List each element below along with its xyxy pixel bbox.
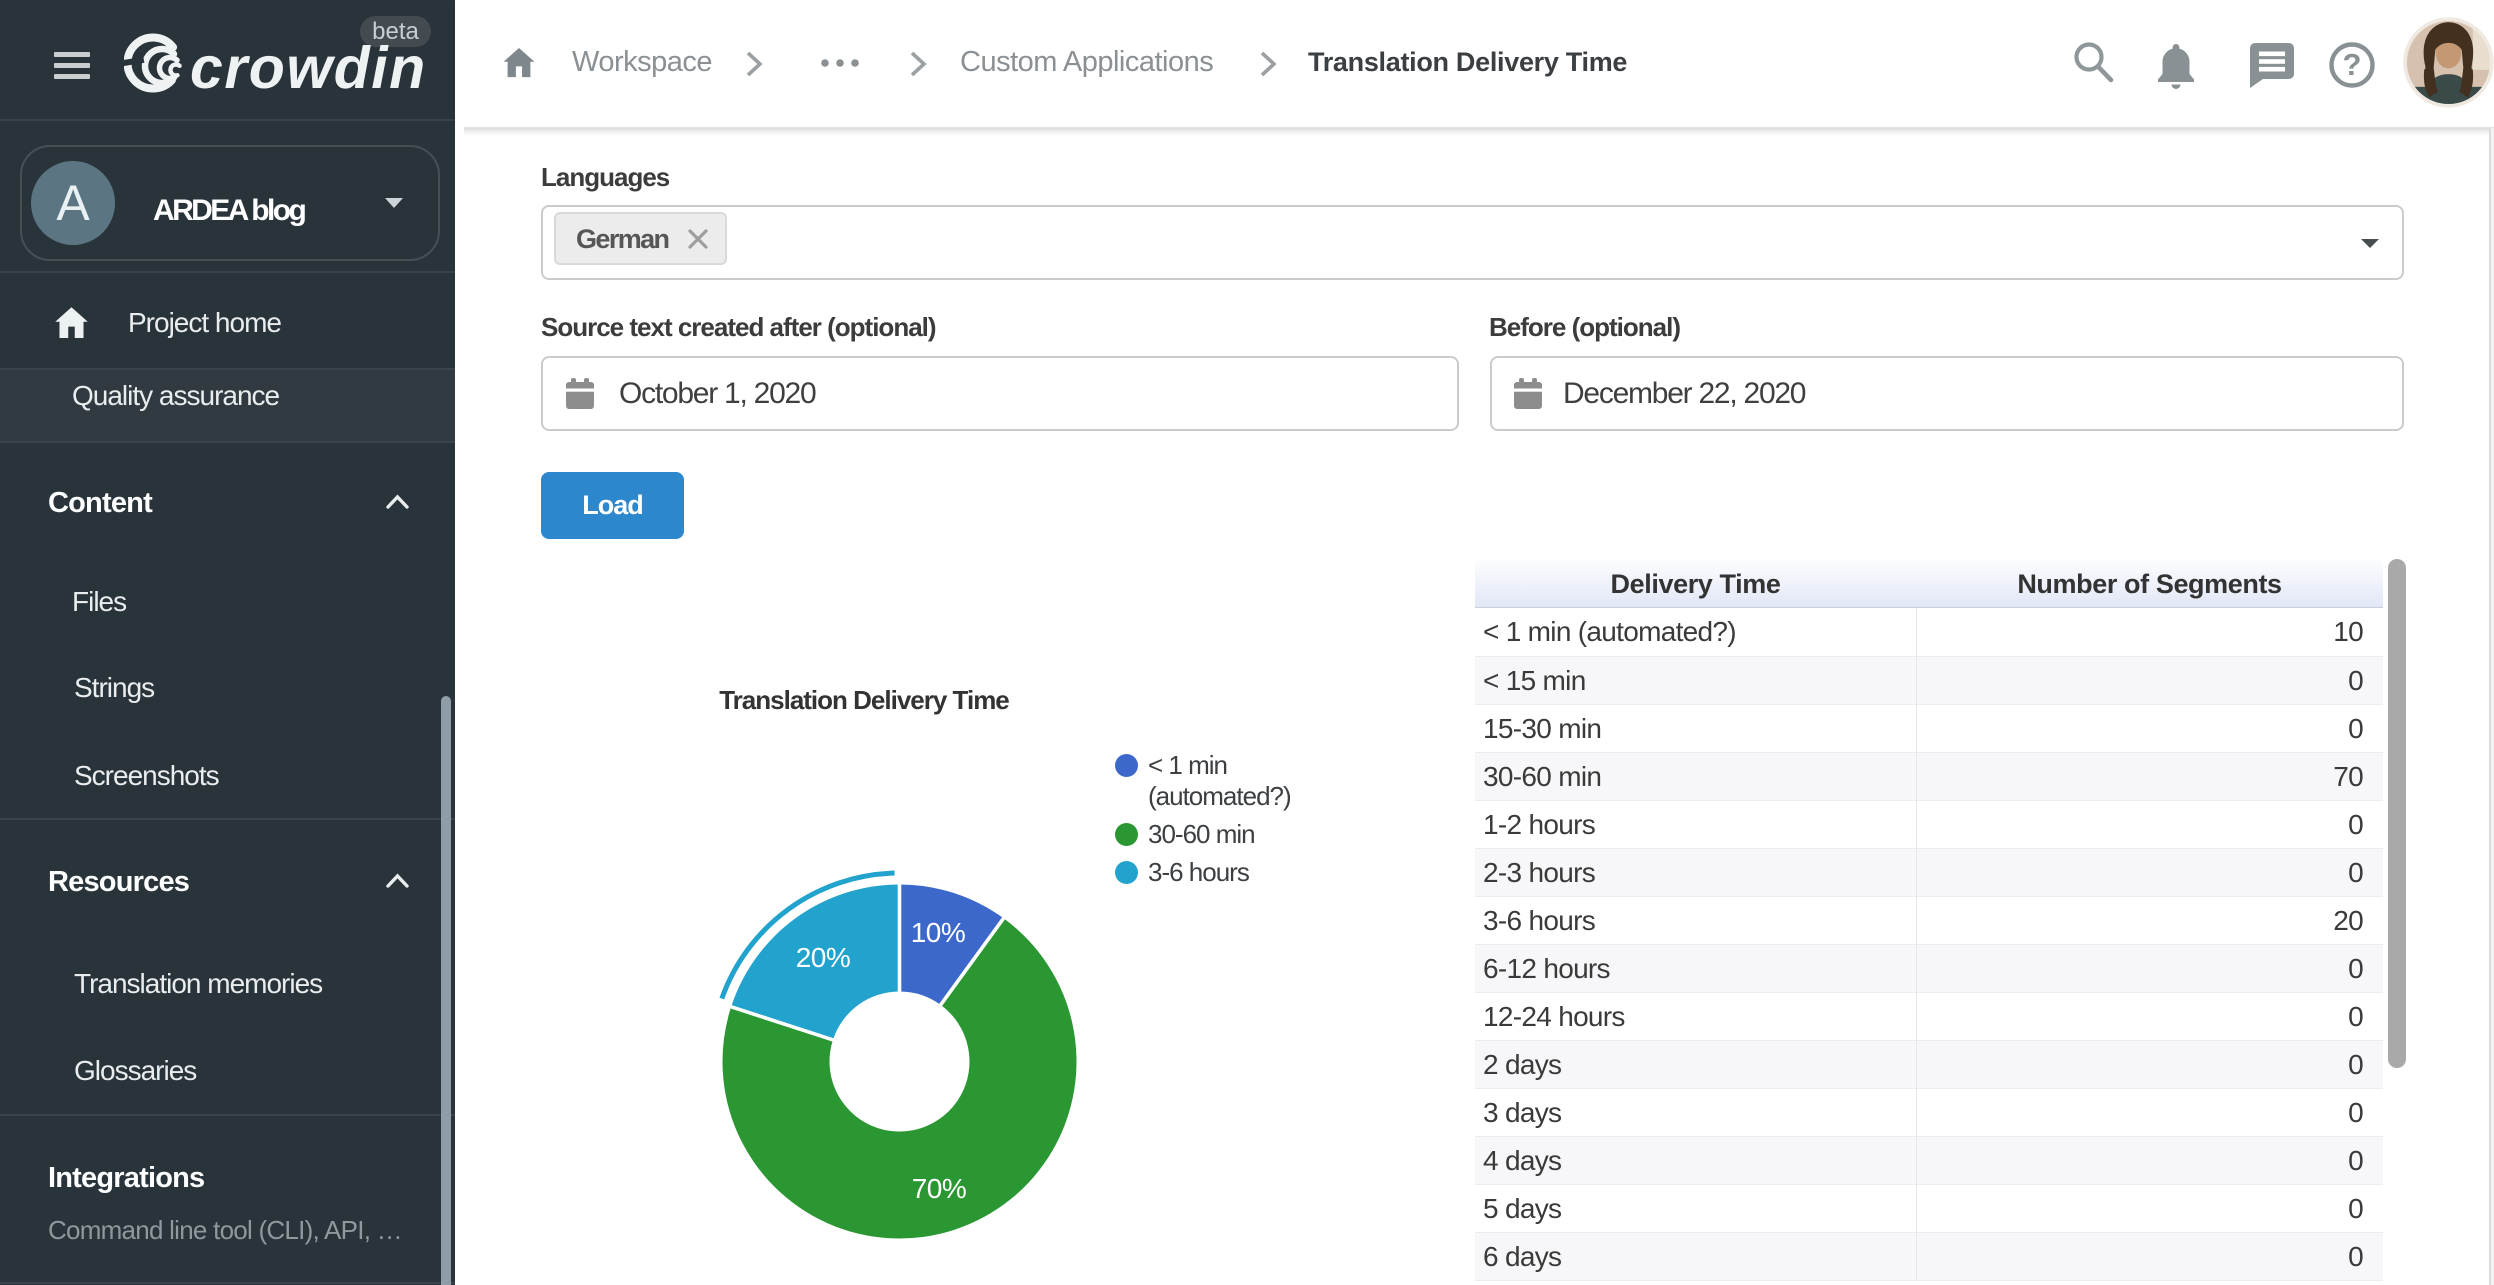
svg-text:?: ? xyxy=(2343,47,2362,82)
